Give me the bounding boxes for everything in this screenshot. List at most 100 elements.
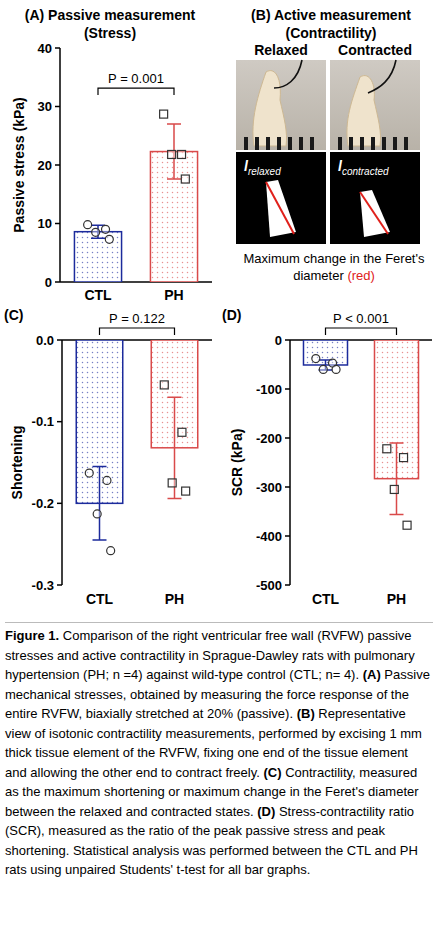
segmentation bbox=[236, 152, 326, 244]
panel-letter: (B) bbox=[251, 7, 270, 23]
data-point bbox=[85, 469, 93, 477]
chart: -500-400-300-200-1000SCR (kPa)CTLPHP < 0… bbox=[222, 307, 432, 607]
note-highlight: (red) bbox=[347, 268, 374, 283]
x-tick-label: PH bbox=[165, 591, 184, 607]
data-point bbox=[178, 150, 186, 158]
pin bbox=[277, 137, 281, 150]
caption-tag: (B) bbox=[297, 706, 315, 721]
data-point bbox=[160, 110, 168, 118]
pin bbox=[310, 137, 314, 150]
length-label: lrelaxed bbox=[244, 158, 281, 177]
segmented-tissue bbox=[266, 180, 296, 237]
length-subscript: relaxed bbox=[248, 166, 281, 177]
plot-area bbox=[303, 340, 418, 529]
y-tick-label: 0 bbox=[45, 275, 52, 290]
caption: Figure 1. Comparison of the right ventri… bbox=[5, 622, 433, 880]
pin bbox=[338, 137, 342, 150]
caption-tag: (A) bbox=[363, 667, 381, 682]
significance-bracket bbox=[100, 328, 175, 335]
panel-letter: (C) bbox=[4, 307, 23, 323]
data-point bbox=[319, 365, 327, 373]
y-tick-label: 0 bbox=[275, 333, 282, 348]
y-tick-label: 40 bbox=[38, 41, 52, 56]
data-point bbox=[103, 476, 111, 484]
x-tick-label: PH bbox=[164, 287, 183, 303]
data-point bbox=[84, 221, 92, 229]
length-label: lcontracted bbox=[338, 158, 389, 177]
y-tick-label: -100 bbox=[256, 382, 282, 397]
data-point bbox=[168, 479, 176, 487]
y-tick-label: -400 bbox=[256, 529, 282, 544]
pin bbox=[299, 137, 303, 150]
panel-b: Relaxed lrelaxed Contracted lcontracted bbox=[236, 42, 420, 244]
feret-diameter bbox=[266, 182, 294, 234]
y-axis-title: SCR (kPa) bbox=[229, 429, 245, 497]
plot-area bbox=[74, 110, 197, 282]
y-tick-label: -300 bbox=[256, 480, 282, 495]
y-tick-label: 0.0 bbox=[36, 333, 54, 348]
y-tick-label: -0.1 bbox=[32, 414, 54, 429]
y-axis bbox=[59, 48, 61, 282]
data-point bbox=[400, 454, 408, 462]
data-point bbox=[390, 485, 398, 493]
hook-wire bbox=[274, 60, 302, 88]
data-point bbox=[105, 235, 113, 243]
p-value: P = 0.001 bbox=[108, 71, 164, 86]
chart: 010203040Passive stress (kPa)CTLPHP = 0.… bbox=[11, 41, 212, 304]
figure-canvas: 010203040Passive stress (kPa)CTLPHP = 0.… bbox=[0, 0, 440, 620]
y-tick-label: 10 bbox=[38, 216, 52, 231]
data-point bbox=[92, 228, 100, 236]
pin bbox=[244, 137, 248, 150]
data-point bbox=[312, 355, 320, 363]
data-point bbox=[332, 365, 340, 373]
y-tick-label: -0.3 bbox=[32, 578, 54, 593]
figure: 010203040Passive stress (kPa)CTLPHP = 0.… bbox=[0, 0, 440, 620]
data-point bbox=[182, 487, 190, 495]
x-tick-label: CTL bbox=[86, 591, 114, 607]
bar bbox=[74, 232, 121, 282]
caption-tag: (D) bbox=[257, 804, 275, 819]
pin bbox=[288, 137, 292, 150]
panel-b-note: Maximum change in the Feret's diameter (… bbox=[236, 250, 432, 284]
y-tick-label: -500 bbox=[256, 578, 282, 593]
data-point bbox=[107, 547, 115, 555]
caption-label: Figure 1. bbox=[5, 628, 59, 643]
panel-letter: (D) bbox=[222, 307, 241, 323]
image-label: Relaxed bbox=[254, 42, 308, 58]
pin bbox=[371, 137, 375, 150]
y-tick-label: -0.2 bbox=[32, 496, 54, 511]
y-axis-title: Passive stress (kPa) bbox=[11, 97, 27, 232]
significance-bracket bbox=[98, 88, 174, 95]
x-tick-label: CTL bbox=[84, 287, 112, 303]
significance-bracket bbox=[326, 328, 397, 335]
y-tick-label: 30 bbox=[38, 99, 52, 114]
data-point bbox=[403, 521, 411, 529]
pin bbox=[382, 137, 386, 150]
panel-title: (A) Passive measurement (Stress) bbox=[0, 6, 220, 42]
panel-title: (B) Active measurement (Contractility) bbox=[222, 6, 440, 42]
pin bbox=[266, 137, 270, 150]
tissue bbox=[253, 71, 287, 146]
data-point bbox=[178, 428, 186, 436]
y-axis bbox=[289, 340, 291, 585]
image-label: Contracted bbox=[338, 42, 412, 58]
pin bbox=[255, 137, 259, 150]
pin bbox=[393, 137, 397, 150]
plot-area bbox=[76, 340, 198, 555]
photo bbox=[330, 60, 420, 150]
x-tick-label: CTL bbox=[312, 591, 340, 607]
chart: -0.3 -0.2 -0.1 0.0 Shortening CTL PH P = 0.122 (… bbox=[4, 307, 212, 607]
pin bbox=[349, 137, 353, 150]
p-value: P < 0.001 bbox=[333, 311, 389, 326]
caption-text: Comparison of the right ventricular free… bbox=[5, 628, 415, 682]
y-axis bbox=[61, 340, 63, 585]
p-value: P = 0.122 bbox=[109, 311, 165, 326]
panel-letter: (A) bbox=[25, 7, 44, 23]
panel-title-text: Active measurement (Contractility) bbox=[274, 7, 411, 41]
data-point bbox=[181, 175, 189, 183]
hook-wire bbox=[368, 60, 396, 93]
data-point bbox=[168, 150, 176, 158]
data-point bbox=[160, 381, 168, 389]
tissue bbox=[347, 76, 381, 146]
y-axis-title: Shortening bbox=[9, 426, 25, 500]
